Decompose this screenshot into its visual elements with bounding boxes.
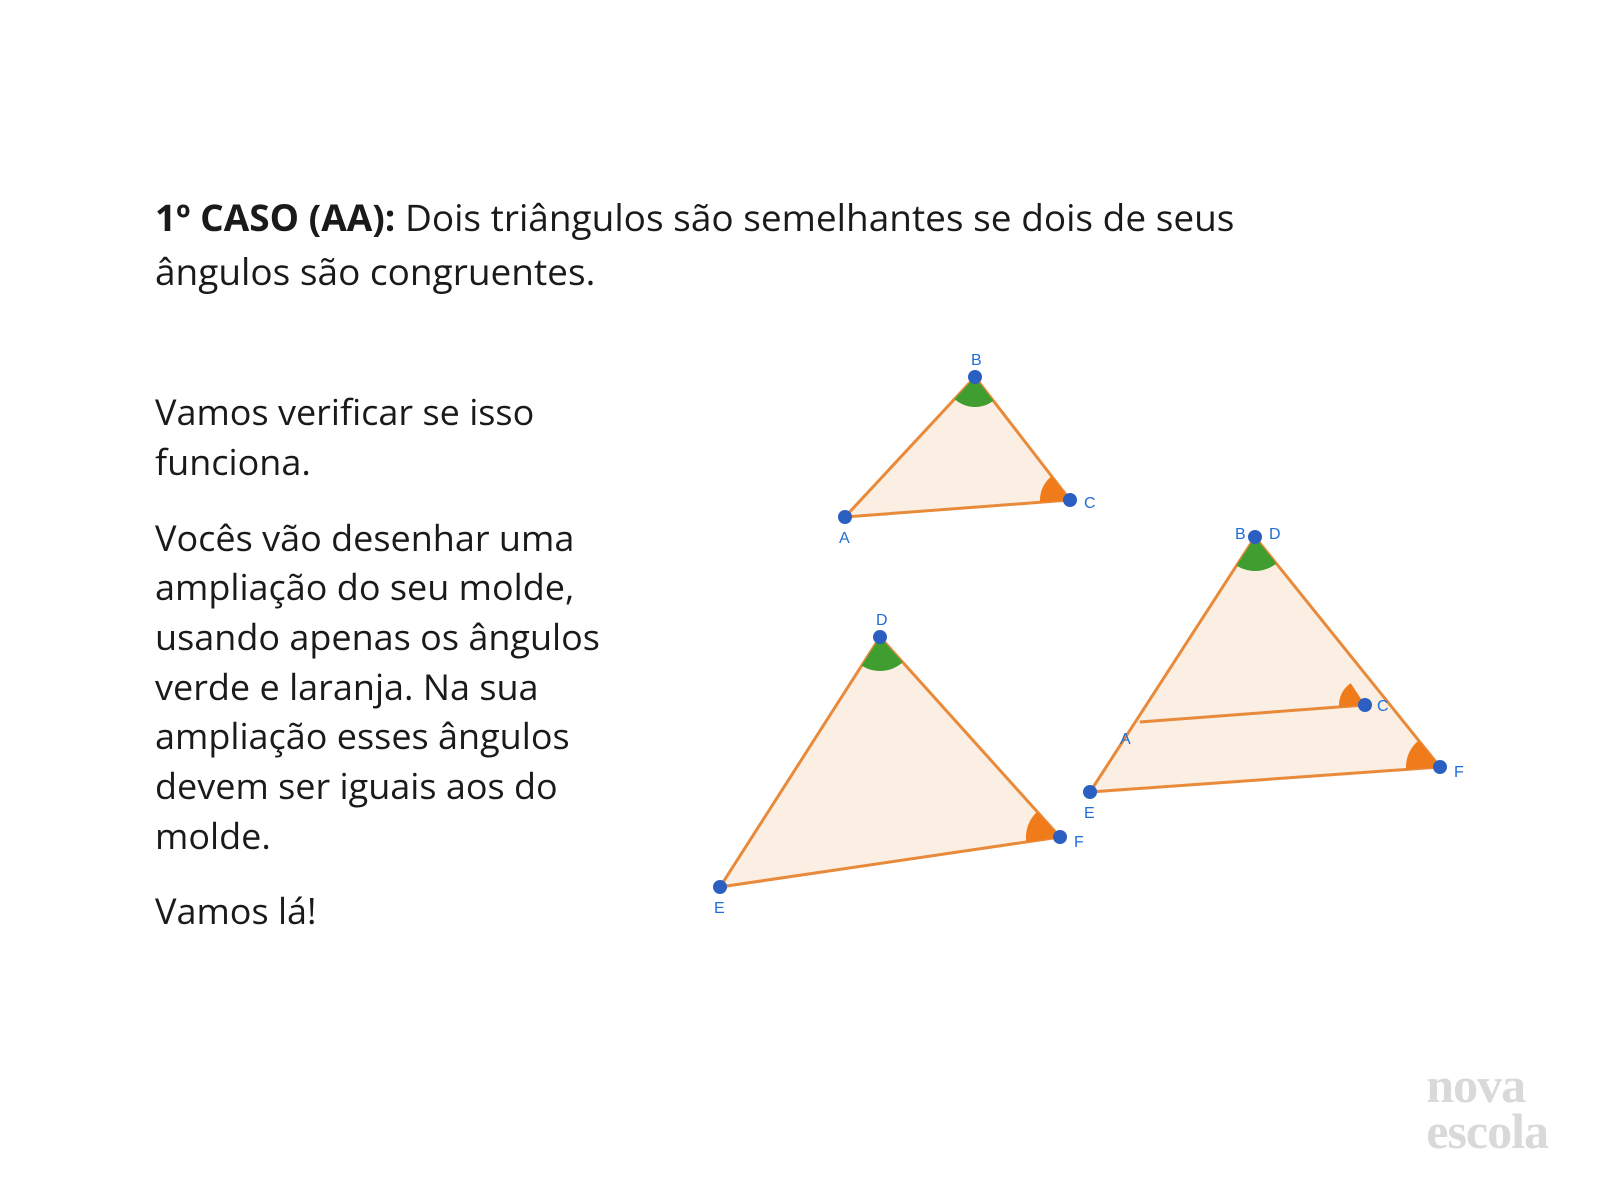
svg-text:A: A bbox=[839, 530, 850, 547]
svg-text:C: C bbox=[1084, 495, 1096, 512]
paragraph-1: Vamos verificar se isso funciona. bbox=[155, 387, 635, 486]
paragraph-3: Vamos lá! bbox=[155, 886, 635, 936]
svg-text:B: B bbox=[971, 352, 982, 369]
paragraph-2: Vocês vão desenhar uma ampliação do seu … bbox=[155, 513, 635, 861]
logo-line2: escola bbox=[1426, 1108, 1548, 1154]
heading-bold: 1º CASO (AA): bbox=[155, 191, 395, 242]
svg-text:B: B bbox=[1235, 526, 1246, 543]
svg-text:E: E bbox=[1084, 805, 1095, 822]
logo-line1: nova bbox=[1426, 1062, 1548, 1108]
triangles-diagram: ABCEDFEDFABC bbox=[675, 387, 1445, 987]
body-row: Vamos verificar se isso funciona. Vocês … bbox=[155, 387, 1445, 987]
svg-text:E: E bbox=[714, 900, 725, 917]
svg-text:F: F bbox=[1074, 834, 1084, 851]
svg-text:D: D bbox=[1269, 526, 1281, 543]
svg-text:F: F bbox=[1454, 764, 1464, 781]
slide: 1º CASO (AA): Dois triângulos são semelh… bbox=[0, 0, 1600, 1200]
svg-text:C: C bbox=[1377, 698, 1389, 715]
logo-nova-escola: nova escola bbox=[1426, 1062, 1548, 1154]
body-text: Vamos verificar se isso funciona. Vocês … bbox=[155, 387, 635, 962]
heading: 1º CASO (AA): Dois triângulos são semelh… bbox=[155, 190, 1355, 297]
triangles-svg: ABCEDFEDFABC bbox=[695, 347, 1495, 967]
svg-text:D: D bbox=[876, 612, 888, 629]
svg-text:A: A bbox=[1120, 731, 1131, 748]
